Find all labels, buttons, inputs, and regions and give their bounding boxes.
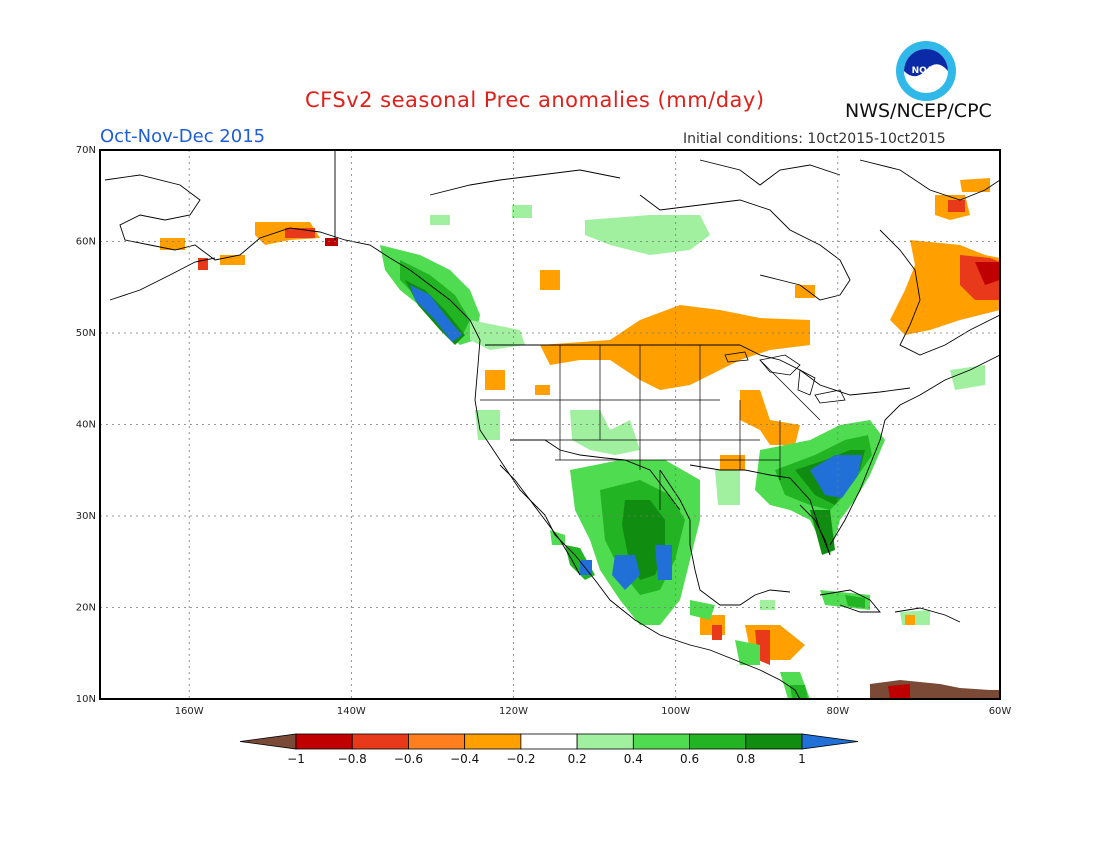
lat-tick-label: 50N [76,328,96,339]
map-frame [99,149,1001,700]
lon-tick-label: 140W [337,706,366,717]
anomaly-patch [512,205,532,218]
lat-tick-label: 30N [76,511,96,522]
anomaly-patch [690,600,715,620]
anomaly-patch [735,640,760,665]
anomaly-patch [585,215,710,255]
anomaly-patch [960,178,990,192]
lakes [724,351,846,404]
lat-tick-label: 60N [76,237,96,248]
anomaly-patch [410,285,462,342]
anomaly-patch [810,510,835,555]
initial-conditions-label: Initial conditions: 10ct2015-10ct2015 [683,131,946,147]
colorbar-label: −0.4 [450,752,479,766]
colorbar-bin [520,733,578,750]
anomaly-shading [160,178,1000,699]
anomaly-patch [905,615,915,625]
period-label: Oct-Nov-Dec 2015 [100,126,266,147]
noaa-logo: NOAA [895,40,957,102]
anomaly-patch [160,238,185,250]
anomaly-patch [540,305,810,390]
anomaly-patch [540,270,560,290]
colorbar-bin [632,733,690,750]
colorbar-arrow-low [239,733,297,750]
lat-tick-label: 20N [76,603,96,614]
colorbar-label: −0.2 [506,752,535,766]
anomaly-patch [570,410,640,455]
anomaly-patch [325,238,338,246]
colorbar-label: −0.6 [394,752,423,766]
state-borders [480,345,821,510]
anomaly-patch [655,545,672,580]
anomaly-patch [810,455,862,498]
anomaly-patch [580,560,592,575]
anomaly-patch [888,684,910,699]
colorbar-arrow-high [801,733,859,750]
anomaly-patch [720,455,745,470]
colorbar-label: 1 [798,752,806,766]
colorbar-label: −0.8 [338,752,367,766]
chart-title: CFSv2 seasonal Prec anomalies (mm/day) [305,88,765,112]
colorbar-bin [576,733,634,750]
colorbar: −1 −0.8 −0.6 −0.4 −0.2 0.2 0.4 0.6 0.8 1 [239,733,859,766]
latitude-labels: 70N 60N 50N 40N 30N 20N 10N [76,145,96,705]
anomaly-patch [470,320,525,350]
anomaly-patch [535,385,550,395]
lon-tick-label: 120W [499,706,528,717]
colorbar-bin [351,733,409,750]
colorbar-label: −1 [287,752,305,766]
colorbar-label: 0.4 [624,752,643,766]
lat-tick-label: 40N [76,420,96,431]
lat-tick-label: 10N [76,694,96,705]
longitude-labels: 160W 140W 120W 100W 80W 60W [175,706,1012,717]
anomaly-patch [740,390,800,445]
colorbar-label: 0.8 [736,752,755,766]
colorbar-bin [745,733,803,750]
colorbar-bin [408,733,466,750]
colorbar-bin [464,733,522,750]
anomaly-patch [845,595,865,608]
anomaly-patch [612,555,640,590]
anomaly-patch [712,625,722,640]
anomaly-patch [430,215,450,225]
logo-text: NOAA [912,66,941,76]
anomaly-patch [485,370,505,390]
lon-tick-label: 160W [175,706,204,717]
colorbar-label: 0.2 [568,752,587,766]
anomaly-patch [715,470,740,505]
agency-label: NWS/NCEP/CPC [845,100,992,122]
lon-tick-label: 60W [989,706,1012,717]
coastlines [104,150,1000,699]
anomaly-patch [790,685,808,699]
anomaly-patch [795,285,815,298]
colorbar-bin [689,733,747,750]
lat-tick-label: 70N [76,145,96,156]
anomaly-patch [950,365,985,390]
anomaly-patch [760,600,775,610]
graticule [100,150,1000,699]
anomaly-patch [948,200,965,212]
colorbar-label: 0.6 [680,752,699,766]
lon-tick-label: 80W [827,706,850,717]
colorbar-bin [295,733,353,750]
anomaly-patch [975,262,1000,285]
lon-tick-label: 100W [661,706,690,717]
